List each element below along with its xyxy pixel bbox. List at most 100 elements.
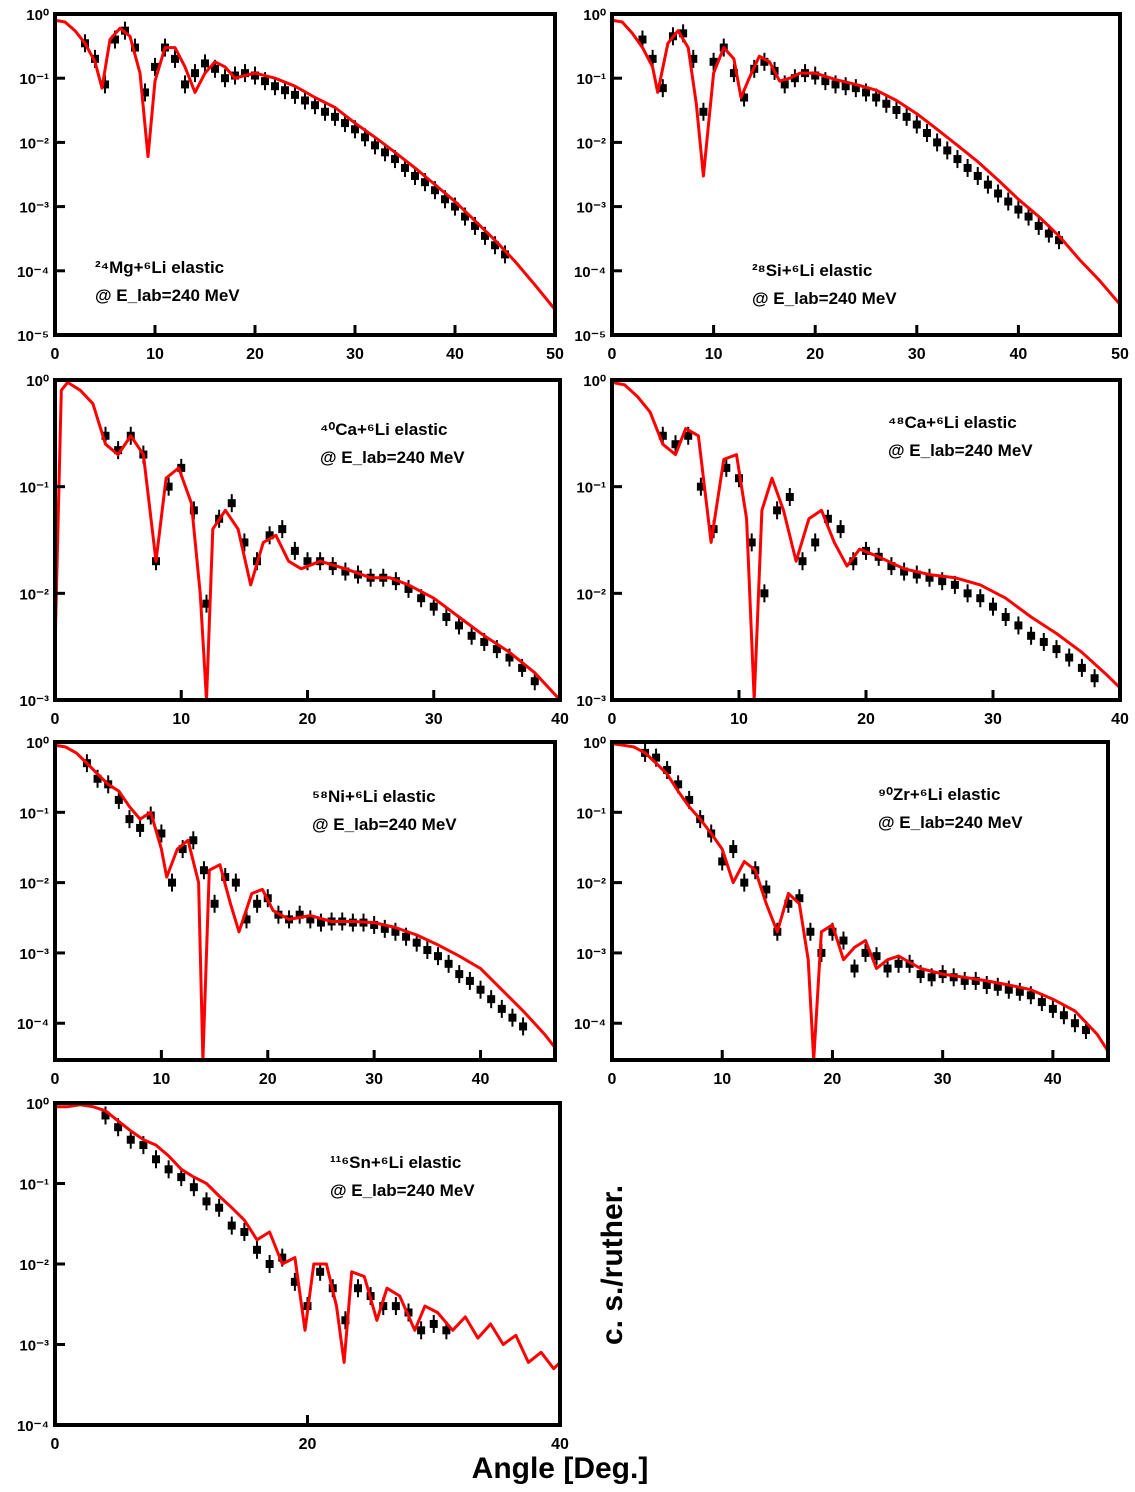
y-tick-label: 10⁻¹ <box>19 480 49 497</box>
fit-curve <box>55 380 560 700</box>
y-axis-label: c. s./ruther. <box>596 1185 629 1345</box>
y-tick-label: 10⁰ <box>583 7 606 24</box>
plot-frame <box>53 740 557 1062</box>
fit-curve <box>55 743 555 1060</box>
x-tick-label: 10 <box>172 711 190 728</box>
x-tick-label: 0 <box>51 346 60 363</box>
reaction-label: ⁵⁸Ni+⁶Li elastic <box>312 787 436 806</box>
y-tick-label: 10⁻² <box>576 135 606 152</box>
x-tick-label: 0 <box>51 1071 60 1088</box>
energy-label: @ E_lab=240 MeV <box>330 1181 475 1200</box>
x-tick-label: 10 <box>146 346 164 363</box>
y-tick-label: 10⁻¹ <box>576 805 606 822</box>
energy-label: @ E_lab=240 MeV <box>888 441 1033 460</box>
y-tick-label: 10⁻¹ <box>19 71 49 88</box>
reaction-label: ²⁴Mg+⁶Li elastic <box>95 258 224 277</box>
y-tick-label: 10⁻³ <box>576 200 606 217</box>
y-tick-label: 10⁻² <box>19 1257 49 1274</box>
reaction-label: ⁹⁰Zr+⁶Li elastic <box>878 785 1000 804</box>
x-tick-label: 0 <box>608 346 617 363</box>
fit-curve <box>612 742 1108 1060</box>
y-tick-label: 10⁻² <box>19 135 49 152</box>
x-tick-label: 40 <box>551 1436 569 1453</box>
x-tick-label: 30 <box>984 711 1002 728</box>
y-tick-label: 10⁻² <box>19 586 49 603</box>
x-tick-label: 10 <box>152 1071 170 1088</box>
reaction-label: ⁴⁸Ca+⁶Li elastic <box>888 413 1017 432</box>
y-tick-label: 10⁻² <box>576 876 606 893</box>
x-tick-label: 10 <box>730 711 748 728</box>
plot-frame <box>53 12 557 337</box>
x-tick-label: 20 <box>806 346 824 363</box>
reaction-label: ²⁸Si+⁶Li elastic <box>752 261 872 280</box>
chart-panel-mg24: 0 10 20 30 40 50 10⁰ 10⁻¹ 10⁻² 10⁻³ 10⁻⁴ 10⁻⁵ ²⁴Mg+⁶… <box>17 7 564 363</box>
plot-frame <box>53 1101 562 1427</box>
x-tick-label: 30 <box>425 711 443 728</box>
plot-frame <box>610 740 1110 1062</box>
x-tick-label: 20 <box>857 711 875 728</box>
chart-panel-ca48: 0 10 20 30 40 10⁰ 10⁻¹ 10⁻² 10⁻³ ⁴⁸Ca+⁶Li elastic… <box>576 373 1129 728</box>
y-tick-label: 10⁻³ <box>19 1338 49 1355</box>
reaction-label: ¹¹⁶Sn+⁶Li elastic <box>330 1153 461 1172</box>
x-tick-label: 10 <box>705 346 723 363</box>
fit-curve <box>612 380 1120 700</box>
x-tick-label: 50 <box>546 346 564 363</box>
energy-label: @ E_lab=240 MeV <box>95 286 240 305</box>
x-tick-label: 30 <box>346 346 364 363</box>
x-tick-label: 30 <box>934 1071 952 1088</box>
y-tick-label: 10⁻⁵ <box>17 328 49 345</box>
reaction-label: ⁴⁰Ca+⁶Li elastic <box>320 420 447 439</box>
y-tick-label: 10⁻³ <box>19 693 49 710</box>
chart-panel-si28: 0 10 20 30 40 50 10⁰ 10⁻¹ 10⁻² 10⁻³ 10⁻⁴ 10⁻⁵ ²⁸Si+⁶… <box>574 7 1129 363</box>
y-tick-label: 10⁰ <box>26 1096 49 1113</box>
x-tick-label: 50 <box>1111 346 1129 363</box>
x-tick-label: 40 <box>551 711 569 728</box>
y-tick-label: 10⁻⁴ <box>17 264 49 281</box>
y-tick-label: 10⁰ <box>583 373 606 390</box>
x-tick-label: 10 <box>713 1071 731 1088</box>
x-tick-label: 20 <box>824 1071 842 1088</box>
chart-panel-ca40: 0 10 20 30 40 10⁰ 10⁻¹ 10⁻² 10⁻³ ⁴⁰Ca+⁶Li elastic… <box>19 373 569 728</box>
data-series <box>641 743 1090 1040</box>
x-tick-label: 0 <box>51 1436 60 1453</box>
data-series <box>638 24 1064 250</box>
x-tick-label: 40 <box>472 1071 490 1088</box>
y-tick-label: 10⁻³ <box>19 200 49 217</box>
plot-frame <box>610 12 1122 337</box>
y-tick-label: 10⁻³ <box>19 946 49 963</box>
x-tick-label: 20 <box>259 1071 277 1088</box>
y-tick-label: 10⁰ <box>26 7 49 24</box>
x-tick-label: 0 <box>608 711 617 728</box>
fit-curve <box>612 18 1120 306</box>
x-tick-label: 0 <box>608 1071 617 1088</box>
data-series <box>82 754 528 1036</box>
x-axis-label: Angle [Deg.] <box>472 1452 649 1485</box>
x-tick-label: 40 <box>1044 1071 1062 1088</box>
chart-panel-sn116: 0 20 40 10⁰ 10⁻¹ 10⁻² 10⁻³ 10⁻⁴ ¹¹⁶Sn+⁶Li elasti… <box>17 1096 569 1453</box>
y-tick-label: 10⁰ <box>583 735 606 752</box>
x-tick-label: 20 <box>246 346 264 363</box>
fit-curve <box>55 1103 560 1371</box>
y-tick-label: 10⁻¹ <box>576 480 606 497</box>
data-series <box>101 1106 451 1340</box>
y-tick-label: 10⁻² <box>19 876 49 893</box>
x-tick-label: 20 <box>299 1436 317 1453</box>
y-tick-label: 10⁻² <box>576 586 606 603</box>
energy-label: @ E_lab=240 MeV <box>320 448 465 467</box>
x-tick-label: 40 <box>446 346 464 363</box>
energy-label: @ E_lab=240 MeV <box>878 813 1023 832</box>
y-tick-label: 10⁻¹ <box>19 1177 49 1194</box>
energy-label: @ E_lab=240 MeV <box>752 289 897 308</box>
x-tick-label: 30 <box>908 346 926 363</box>
y-tick-label: 10⁻⁴ <box>17 1418 49 1435</box>
x-tick-label: 40 <box>1010 346 1028 363</box>
y-tick-label: 10⁻⁵ <box>574 328 606 345</box>
y-tick-label: 10⁻¹ <box>576 71 606 88</box>
y-tick-label: 10⁻³ <box>576 946 606 963</box>
y-tick-label: 10⁻⁴ <box>574 1016 606 1033</box>
y-tick-label: 10⁰ <box>26 735 49 752</box>
y-tick-label: 10⁻⁴ <box>17 1016 49 1033</box>
x-tick-label: 40 <box>1111 711 1129 728</box>
fit-curve <box>55 18 555 311</box>
